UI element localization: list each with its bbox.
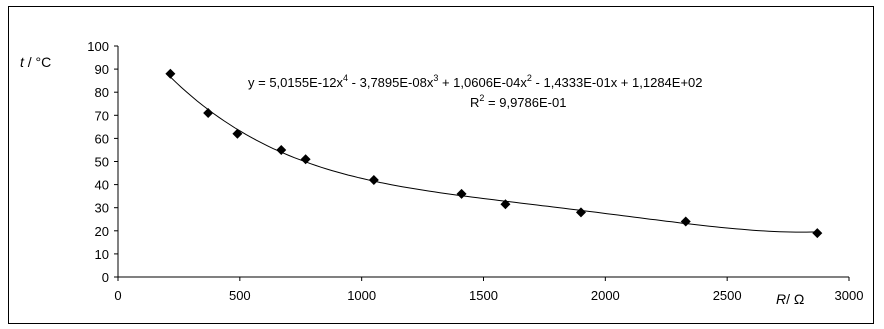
y-axis-title: t / °C	[20, 54, 51, 70]
chart-frame	[8, 6, 874, 324]
x-axis-title: R/ Ω	[776, 291, 804, 307]
data-point-marker	[500, 199, 511, 210]
data-point-marker	[575, 207, 586, 218]
data-point-marker	[276, 144, 287, 155]
y-tick-label: 40	[95, 178, 109, 193]
x-tick-label: 0	[114, 288, 121, 303]
y-tick-label: 10	[95, 247, 109, 262]
data-point-marker	[203, 107, 214, 118]
data-point-marker	[680, 216, 691, 227]
y-tick-label: 0	[102, 270, 109, 285]
data-point-marker	[368, 174, 379, 185]
data-point-marker	[300, 154, 311, 165]
y-tick-label: 50	[95, 155, 109, 170]
axes	[114, 45, 850, 281]
y-tick-label: 100	[87, 39, 109, 54]
x-tick-label: 1000	[347, 288, 376, 303]
x-tick-label: 1500	[469, 288, 498, 303]
y-tick-label: 60	[95, 131, 109, 146]
y-tick-label: 70	[95, 108, 109, 123]
y-tick-label: 20	[95, 224, 109, 239]
x-tick-label: 500	[229, 288, 251, 303]
data-point-marker	[232, 128, 243, 139]
y-tick-label: 80	[95, 85, 109, 100]
data-point-marker	[165, 68, 176, 79]
x-tick-label: 3000	[835, 288, 864, 303]
data-points	[165, 68, 823, 239]
data-point-marker	[456, 188, 467, 199]
y-tick-label: 30	[95, 201, 109, 216]
r-squared-label: R2 = 9,9786E-01	[470, 93, 566, 110]
y-tick-label: 90	[95, 62, 109, 77]
trendline-equation: y = 5,0155E-12x4 - 3,7895E-08x3 + 1,0606…	[248, 73, 703, 90]
data-point-marker	[812, 228, 823, 239]
x-tick-label: 2000	[591, 288, 620, 303]
x-tick-label: 2500	[713, 288, 742, 303]
